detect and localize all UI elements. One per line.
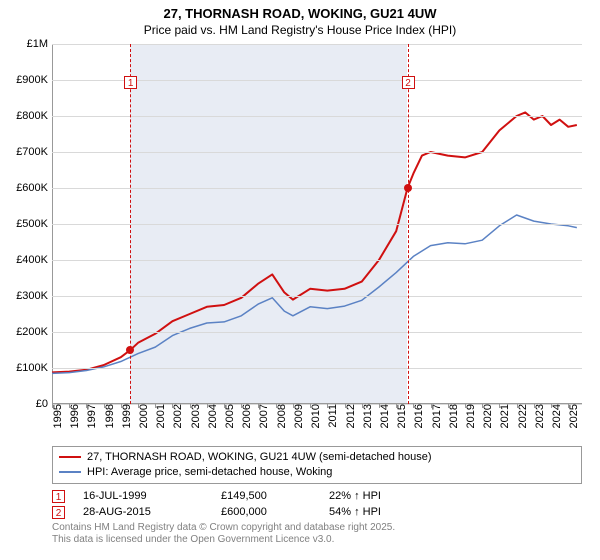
event-row-2: 2 28-AUG-2015 £600,000 54% ↑ HPI — [52, 506, 582, 519]
y-tick-label: £600K — [16, 182, 48, 194]
y-tick-label: £500K — [16, 218, 48, 230]
legend-label-2: HPI: Average price, semi-detached house,… — [87, 465, 332, 480]
x-tick-label: 1998 — [104, 404, 116, 428]
event-vline — [408, 44, 409, 404]
event-marker-dot — [126, 346, 134, 354]
legend-label-1: 27, THORNASH ROAD, WOKING, GU21 4UW (sem… — [87, 450, 432, 465]
x-tick-label: 2023 — [534, 404, 546, 428]
legend-row-series-2: HPI: Average price, semi-detached house,… — [59, 465, 575, 480]
event-marker-2: 2 — [52, 506, 65, 519]
legend-and-footer: 27, THORNASH ROAD, WOKING, GU21 4UW (sem… — [52, 446, 582, 547]
x-tick-label: 2014 — [379, 404, 391, 428]
x-tick-label: 2021 — [499, 404, 511, 428]
x-tick-label: 1995 — [52, 404, 64, 428]
x-tick-label: 2006 — [241, 404, 253, 428]
copyright-line-2: This data is licensed under the Open Gov… — [52, 534, 582, 547]
y-tick-label: £200K — [16, 326, 48, 338]
event-date-1: 16-JUL-1999 — [83, 490, 203, 502]
chart-container: 27, THORNASH ROAD, WOKING, GU21 4UW Pric… — [0, 0, 600, 560]
x-tick-label: 2011 — [327, 404, 339, 428]
x-tick-label: 2017 — [431, 404, 443, 428]
x-tick-label: 2008 — [276, 404, 288, 428]
x-tick-label: 2001 — [155, 404, 167, 428]
gridline-h — [52, 260, 582, 261]
gridline-h — [52, 188, 582, 189]
x-tick-label: 2007 — [258, 404, 270, 428]
legend-row-series-1: 27, THORNASH ROAD, WOKING, GU21 4UW (sem… — [59, 450, 575, 465]
event-table: 1 16-JUL-1999 £149,500 22% ↑ HPI 2 28-AU… — [52, 490, 582, 519]
y-tick-label: £100K — [16, 362, 48, 374]
event-price-2: £600,000 — [221, 506, 311, 518]
gridline-h — [52, 116, 582, 117]
y-tick-label: £0 — [36, 398, 48, 410]
y-tick-label: £900K — [16, 74, 48, 86]
x-tick-label: 2005 — [224, 404, 236, 428]
copyright-line-1: Contains HM Land Registry data © Crown c… — [52, 522, 582, 535]
x-tick-label: 1997 — [86, 404, 98, 428]
x-tick-label: 2015 — [396, 404, 408, 428]
x-tick-label: 2002 — [172, 404, 184, 428]
gridline-h — [52, 224, 582, 225]
x-tick-label: 2022 — [517, 404, 529, 428]
title-sub: Price paid vs. HM Land Registry's House … — [0, 23, 600, 39]
event-pct-1: 22% ↑ HPI — [329, 490, 429, 502]
event-marker-1: 1 — [52, 490, 65, 503]
x-tick-label: 2018 — [448, 404, 460, 428]
x-tick-label: 2009 — [293, 404, 305, 428]
gridline-h — [52, 152, 582, 153]
y-tick-label: £400K — [16, 254, 48, 266]
gridline-h — [52, 368, 582, 369]
x-tick-label: 2003 — [190, 404, 202, 428]
title-block: 27, THORNASH ROAD, WOKING, GU21 4UW Pric… — [0, 0, 600, 38]
x-tick-label: 2004 — [207, 404, 219, 428]
event-date-2: 28-AUG-2015 — [83, 506, 203, 518]
legend-box: 27, THORNASH ROAD, WOKING, GU21 4UW (sem… — [52, 446, 582, 484]
chart-area: £0£100K£200K£300K£400K£500K£600K£700K£80… — [52, 44, 582, 404]
x-tick-label: 1996 — [69, 404, 81, 428]
x-tick-label: 2012 — [345, 404, 357, 428]
legend-swatch-1 — [59, 456, 81, 458]
event-marker-dot — [404, 184, 412, 192]
y-tick-label: £700K — [16, 146, 48, 158]
x-tick-label: 2020 — [482, 404, 494, 428]
event-marker-box: 2 — [402, 76, 415, 89]
y-tick-label: £300K — [16, 290, 48, 302]
x-tick-label: 2000 — [138, 404, 150, 428]
x-tick-label: 2024 — [551, 404, 563, 428]
y-tick-label: £1M — [27, 38, 48, 50]
x-tick-label: 1999 — [121, 404, 133, 428]
legend-swatch-2 — [59, 471, 81, 473]
gridline-h — [52, 44, 582, 45]
x-tick-label: 2010 — [310, 404, 322, 428]
event-pct-2: 54% ↑ HPI — [329, 506, 429, 518]
title-main: 27, THORNASH ROAD, WOKING, GU21 4UW — [0, 6, 600, 23]
x-tick-label: 2016 — [413, 404, 425, 428]
gridline-h — [52, 296, 582, 297]
event-price-1: £149,500 — [221, 490, 311, 502]
x-tick-label: 2019 — [465, 404, 477, 428]
x-tick-label: 2013 — [362, 404, 374, 428]
event-marker-box: 1 — [124, 76, 137, 89]
copyright: Contains HM Land Registry data © Crown c… — [52, 522, 582, 547]
x-tick-label: 2025 — [568, 404, 580, 428]
gridline-h — [52, 332, 582, 333]
event-row-1: 1 16-JUL-1999 £149,500 22% ↑ HPI — [52, 490, 582, 503]
y-tick-label: £800K — [16, 110, 48, 122]
